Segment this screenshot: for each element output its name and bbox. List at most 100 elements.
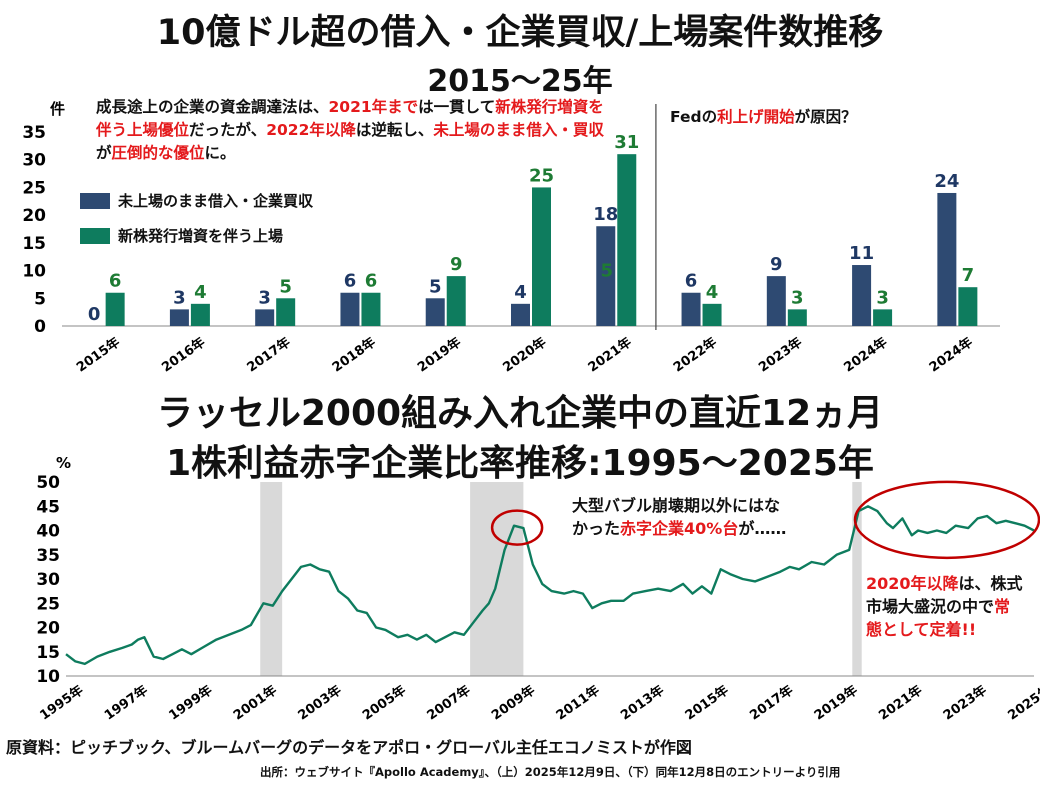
bar (361, 292, 381, 326)
bar (446, 276, 466, 326)
note-run-1: 2021年まで (328, 98, 419, 116)
bar (937, 192, 957, 326)
y-tick-label: 20 (36, 619, 60, 639)
note-run-2: が…… (738, 519, 787, 538)
bar-value-label: 18 (593, 204, 618, 225)
bar (105, 292, 125, 326)
bar-value-label: 5 (601, 261, 614, 282)
legend-label-ipo: 新株発行増資を伴う上場 (118, 227, 284, 245)
note-run-4: だったが、 (189, 121, 267, 139)
bar (532, 187, 551, 326)
source-main: 原資料：ピッチブック、ブルームバーグのデータをアポロ・グローバル主任エコノミスト… (6, 738, 692, 757)
x-tick-label: 2021年 (585, 334, 634, 375)
x-tick-label: 2015年 (73, 334, 122, 375)
line-chart: % 10 15 20 25 30 35 40 45 50 1995年 1997年 1999年 2001年 2… (36, 454, 1040, 723)
bar-value-label: 31 (614, 132, 639, 153)
y-tick-label: 35 (36, 546, 60, 566)
x-tick-label: 2023年 (756, 334, 805, 375)
recession-shading (260, 482, 283, 676)
bar (681, 292, 701, 326)
x-tick-label: 2020年 (500, 334, 549, 375)
bar-value-label: 3 (258, 287, 271, 308)
y-tick-label: 20 (22, 206, 46, 226)
bar-value-label: 11 (849, 243, 874, 264)
note-run-0: 大型バブル崩壊期以外にはなかった (572, 496, 781, 538)
recession-shading (852, 482, 862, 676)
x-tick-label: 2024年 (926, 334, 975, 375)
bar-value-label: 25 (529, 165, 554, 186)
x-tick-label: 1995年 (37, 682, 86, 723)
note-run-2: 常態として定着!! (866, 597, 1011, 639)
bar-value-label: 9 (770, 254, 783, 275)
bar (169, 309, 189, 326)
bar-value-label: 0 (88, 304, 101, 325)
note-run-1: 利上げ開始 (717, 108, 795, 126)
x-tick-label: 2019年 (811, 682, 860, 723)
highlight-circle-2009 (490, 509, 544, 546)
x-tick-label: 2019年 (415, 334, 464, 375)
legend-label-private: 未上場のまま借入・企業買収 (118, 192, 314, 210)
note-run-3: 新株発行増資を伴う上場優位 (96, 98, 604, 139)
y-axis-unit: 件 (50, 100, 65, 118)
bar (873, 309, 893, 326)
x-tick-label: 2009年 (489, 682, 538, 723)
y-tick-label: 30 (36, 570, 60, 590)
x-tick-label: 2001年 (230, 682, 279, 723)
note-run-0: 成長途上の企業の資金調達法は、 (96, 98, 329, 116)
x-tick-label: 2025年 (1005, 682, 1040, 723)
bar (617, 154, 637, 326)
bar-value-label: 4 (706, 282, 719, 303)
legend-swatch-ipo (80, 227, 110, 244)
bar-value-label: 5 (429, 276, 442, 297)
bar-legend: 未上場のまま借入・企業買収 新株発行増資を伴う上場 (80, 190, 313, 246)
note-run-0: 2020年以降 (866, 574, 959, 593)
x-tick-label: 2013年 (618, 682, 667, 723)
note-run-7: 未上場のまま借入・買収 (433, 121, 604, 139)
bar-value-label: 4 (514, 282, 527, 303)
note-run-8: が (96, 144, 112, 162)
source-sub: 出所：ウェブサイト『Apollo Academy』、（上）2025年12月9日、… (260, 765, 841, 779)
bar (425, 298, 445, 326)
x-tick-label: 2024年 (841, 334, 890, 375)
note-run-1: は、株式市場大盛況の中で (866, 574, 1023, 616)
y-tick-label: 45 (36, 497, 60, 517)
since-2020-annotation: 2020年以降は、株式市場大盛況の中で常態として定着!! (866, 572, 1026, 641)
note-run-9: 圧倒的な優位 (111, 144, 205, 162)
bar (787, 309, 807, 326)
bar-value-label: 4 (194, 282, 207, 303)
bar-value-label: 6 (365, 271, 378, 292)
top-commentary: 成長途上の企業の資金調達法は、2021年までは一貫して新株発行増資を伴う上場優位… (96, 96, 616, 165)
x-tick-label: 2011年 (553, 682, 602, 723)
bar-value-label: 6 (109, 271, 122, 292)
x-tick-label: 2015年 (682, 682, 731, 723)
note-run-1: 赤字企業40%台 (620, 519, 739, 538)
y-tick-label: 35 (22, 123, 46, 143)
bottom-chart-subtitle: 1株利益赤字企業比率推移:1995～2025年 (166, 443, 874, 484)
top-chart-subtitle: 2015～25年 (427, 64, 613, 99)
bar (596, 226, 616, 326)
y-tick-label: 25 (22, 178, 46, 198)
y-tick-label: 0 (34, 317, 46, 337)
x-tick-label: 2016年 (159, 334, 208, 375)
y-tick-label: 30 (22, 151, 46, 171)
fed-commentary: Fedの利上げ開始が原因？ (670, 106, 870, 129)
bar (276, 298, 296, 326)
y-tick-label: 40 (36, 522, 60, 542)
x-tick-label: 2007年 (424, 682, 473, 723)
bar (511, 303, 530, 326)
bar-value-label: 24 (934, 171, 959, 192)
bubble-annotation: 大型バブル崩壊期以外にはなかった赤字企業40%台が…… (572, 494, 792, 540)
bar-value-label: 7 (962, 265, 975, 286)
x-tick-label: 2018年 (329, 334, 378, 375)
bar-value-label: 6 (685, 271, 698, 292)
note-run-2: が原因？ (794, 108, 857, 126)
bar-value-label: 3 (173, 287, 186, 308)
y-tick-label: 10 (22, 262, 46, 282)
y-tick-label: 50 (36, 473, 60, 493)
bar (852, 265, 872, 326)
x-tick-label: 2017年 (244, 334, 293, 375)
bottom-chart-title: ラッセル2000組み入れ企業中の直近12ヵ月 (156, 393, 884, 434)
note-run-6: は逆転し、 (355, 121, 434, 139)
bar-value-label: 9 (450, 254, 463, 275)
